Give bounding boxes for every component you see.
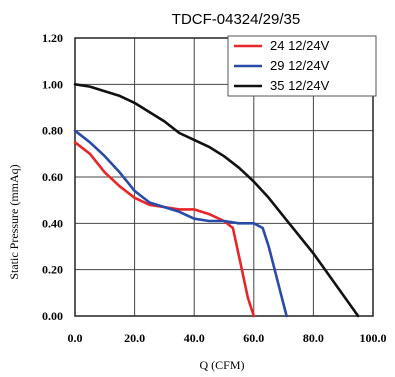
y-tick-label: 0.20: [42, 263, 63, 277]
x-tick-label: 0.0: [68, 331, 83, 345]
x-tick-label: 40.0: [184, 331, 205, 345]
y-axis-label: Static Pressure (mmAq): [7, 164, 21, 279]
legend-items: 24 12/24V 29 12/24V 35 12/24V: [234, 38, 330, 93]
x-axis-label: Q (CFM): [199, 358, 244, 372]
y-tick-label: 0.40: [42, 216, 63, 230]
y-tick-label: 0.60: [42, 170, 63, 184]
chart-title: TDCF-04324/29/35: [172, 11, 300, 28]
y-tick-label: 1.00: [42, 77, 63, 91]
series-line-2: [73, 129, 288, 318]
y-tick-labels: 0.00 0.20 0.40 0.60 0.80 1.00 1.20: [42, 31, 63, 323]
legend: 24 12/24V 29 12/24V 35 12/24V: [227, 35, 377, 97]
x-tick-labels: 0.0 20.0 40.0 60.0 80.0 100.0: [68, 331, 387, 345]
series-lines: [73, 83, 360, 318]
y-tick-label: 0.80: [42, 124, 63, 138]
plot-frame: [74, 37, 374, 317]
x-tick-label: 100.0: [360, 331, 387, 345]
y-tick-label: 1.20: [42, 31, 63, 45]
x-tick-label: 20.0: [124, 331, 145, 345]
series-line-1: [73, 141, 256, 318]
legend-label: 35 12/24V: [270, 78, 330, 93]
x-tick-label: 60.0: [243, 331, 264, 345]
legend-label: 24 12/24V: [270, 38, 330, 53]
legend-label: 29 12/24V: [270, 58, 330, 73]
y-tick-label: 0.00: [42, 309, 63, 323]
x-tick-label: 80.0: [303, 331, 324, 345]
series-line-3: [73, 83, 360, 318]
axes: [74, 37, 374, 317]
